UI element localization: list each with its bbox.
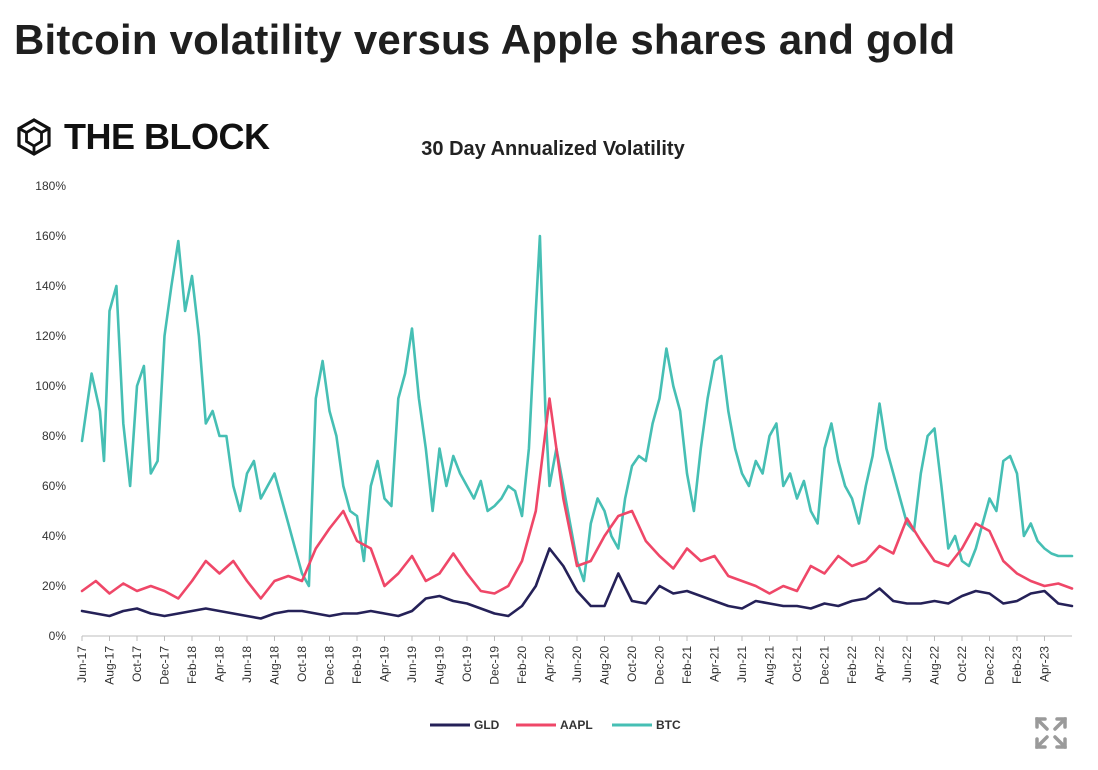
x-tick-label: Dec-17 [158,646,172,685]
x-tick-label: Dec-21 [818,646,832,685]
series-line-btc [80,234,1074,588]
expand-arrows-icon [1035,717,1067,749]
x-tick-label: Jun-17 [75,646,89,683]
headline: Bitcoin volatility versus Apple shares a… [14,16,956,63]
x-tick-label: Dec-22 [983,646,997,685]
logo: THE BLOCK [14,116,270,158]
x-tick-label: Jun-21 [735,646,749,683]
y-tick-label: 60% [42,479,66,493]
series-line-gld [80,547,1074,620]
x-tick-label: Feb-21 [680,646,694,684]
y-tick-label: 160% [35,229,66,243]
x-tick-label: Apr-19 [378,646,392,682]
the-block-cube-icon [17,118,51,156]
x-tick-label: Apr-23 [1038,646,1052,682]
legend-label-gld: GLD [474,718,500,732]
x-tick-label: Aug-19 [433,646,447,685]
x-tick-label: Aug-22 [928,646,942,685]
series-line-aapl [80,397,1074,600]
x-tick-label: Dec-19 [488,646,502,685]
x-tick-label: Feb-20 [515,646,529,684]
y-tick-label: 100% [35,379,66,393]
x-tick-label: Jun-20 [570,646,584,683]
x-tick-label: Jun-19 [405,646,419,683]
x-tick-label: Apr-21 [708,646,722,682]
y-tick-label: 20% [42,579,66,593]
x-tick-label: Oct-21 [790,646,804,682]
x-tick-label: Feb-18 [185,646,199,684]
chart-title: 30 Day Annualized Volatility [421,138,685,160]
y-tick-label: 40% [42,529,66,543]
x-tick-label: Oct-19 [460,646,474,682]
x-tick-label: Oct-22 [955,646,969,682]
volatility-chart: 30 Day Annualized Volatility 0% 20% 40% 60% 8… [35,138,1074,732]
x-tick-label: Jun-22 [900,646,914,683]
x-tick-label: Oct-18 [295,646,309,682]
legend-label-btc: BTC [656,718,681,732]
x-tick-label: Apr-18 [213,646,227,682]
x-tick-label: Jun-18 [240,646,254,683]
x-tick-label: Dec-20 [653,646,667,685]
x-tick-label: Feb-23 [1010,646,1024,684]
x-tick-label: Oct-20 [625,646,639,682]
x-tick-label: Apr-20 [543,646,557,682]
x-tick-label: Aug-18 [268,646,282,685]
x-tick-label: Feb-22 [845,646,859,684]
x-tick-label: Oct-17 [130,646,144,682]
x-tick-label: Aug-21 [763,646,777,685]
x-tick-label: Aug-20 [598,646,612,685]
x-tick-label: Apr-22 [873,646,887,682]
x-tick-label: Feb-19 [350,646,364,684]
x-tick-label: Aug-17 [103,646,117,685]
y-tick-label: 80% [42,429,66,443]
y-tick-label: 180% [35,179,66,193]
logo-text: THE BLOCK [64,116,270,157]
expand-button[interactable] [1032,714,1070,752]
y-tick-label: 0% [49,629,67,643]
legend-label-aapl: AAPL [560,718,593,732]
y-tick-label: 120% [35,329,66,343]
y-tick-label: 140% [35,279,66,293]
x-tick-label: Dec-18 [323,646,337,685]
